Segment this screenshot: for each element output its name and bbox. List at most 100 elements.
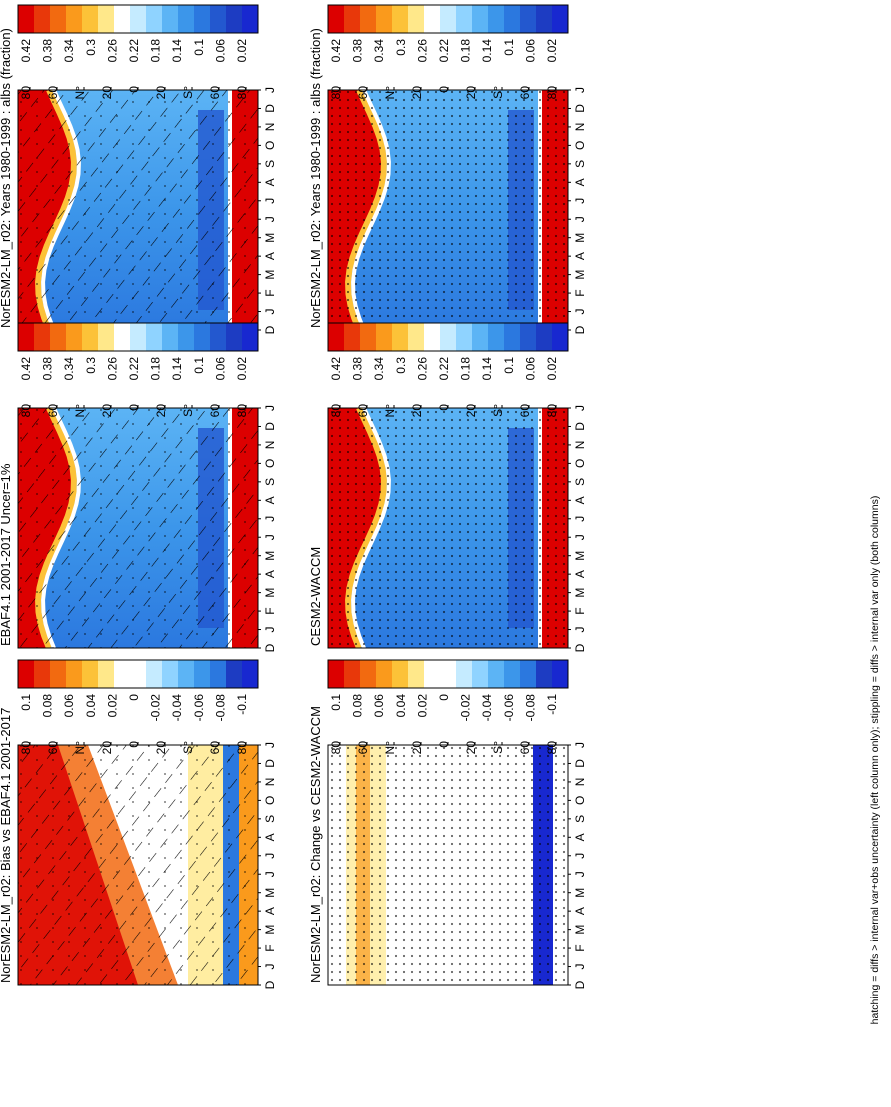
month-tick-label: J — [263, 871, 277, 877]
colorbar-tick-label: 0.34 — [372, 357, 386, 381]
stippling-overlay — [18, 745, 258, 985]
month-tick-label: A — [263, 178, 277, 186]
colorbar-swatch — [50, 5, 67, 33]
month-tick-label: O — [263, 796, 277, 805]
colorbar-swatch — [226, 323, 243, 351]
lat-tick-label: S° — [181, 86, 195, 99]
colorbar-tick-label: 0.02 — [545, 39, 559, 63]
lat-tick-label: 60 — [208, 741, 222, 755]
colorbar-swatch — [226, 660, 243, 688]
lat-tick-label: 60 — [518, 404, 532, 418]
colorbar-swatch — [456, 660, 473, 688]
colorbar-swatch — [66, 323, 83, 351]
colorbar: 0.1 0.08 0.06 0.04 0.02 0 -0.02 -0.04 -0.06 -0.08… — [17, 659, 259, 722]
colorbar-swatch — [472, 323, 489, 351]
colorbar-tick-label: 0.26 — [415, 357, 429, 381]
colorbar-tick-label: 0.22 — [127, 357, 141, 381]
lat-tick-label: 80 — [235, 86, 249, 100]
lat-tick-label: N° — [383, 741, 397, 755]
colorbar-swatch — [376, 5, 393, 33]
colorbar-swatch — [456, 5, 473, 33]
month-tick-label: N — [263, 441, 277, 450]
month-tick-label: J — [263, 309, 277, 315]
month-tick-label: J — [573, 534, 587, 540]
colorbar-swatch — [210, 323, 227, 351]
colorbar-tick-label: 0.26 — [415, 39, 429, 63]
colorbar-swatch — [162, 660, 179, 688]
colorbar-tick-label: 0.1 — [19, 694, 33, 711]
lat-tick-label: 80 — [235, 741, 249, 755]
month-tick-label: D — [573, 104, 587, 113]
colorbar-swatch — [162, 323, 179, 351]
panel-title: CESM2-WACCM — [308, 547, 323, 646]
lat-tick-label: 60 — [208, 86, 222, 100]
colorbar-swatch — [504, 660, 521, 688]
month-tick-label: D — [263, 325, 277, 334]
heatmap-plot: 80 60 N° 20 0 20 S° 60 80 D J F M A M J J A S ON D J — [17, 404, 277, 652]
stippling-overlay — [18, 408, 258, 648]
month-tick-label: M — [263, 925, 277, 935]
colorbar-swatch — [360, 660, 377, 688]
colorbar-swatch — [488, 660, 505, 688]
colorbar-swatch — [98, 323, 115, 351]
colorbar-tick-label: -0.08 — [213, 694, 227, 722]
stippling-overlay — [328, 408, 568, 648]
colorbar-tick-label: 0.34 — [62, 357, 76, 381]
colorbar-tick-label: -0.08 — [523, 694, 537, 722]
heatmap-plot: 80 60 N° 20 0 20 S° 60 80 D J F M A M J J A S ON D J — [327, 86, 587, 334]
lat-tick-label: 60 — [46, 86, 60, 100]
colorbar-swatch — [34, 323, 51, 351]
month-tick-label: D — [573, 759, 587, 768]
month-tick-label: J — [573, 871, 587, 877]
colorbar-swatch — [66, 660, 83, 688]
month-tick-label: F — [263, 607, 277, 614]
lat-tick-label: 80 — [19, 86, 33, 100]
lat-tick-label: 20 — [464, 86, 478, 100]
lat-tick-label: 0 — [127, 404, 141, 411]
lat-tick-label: 20 — [154, 86, 168, 100]
colorbar-swatch — [18, 323, 35, 351]
colorbar-swatch — [392, 323, 409, 351]
colorbar-tick-label: 0.42 — [329, 357, 343, 381]
lat-tick-label: 20 — [410, 741, 424, 755]
colorbar-tick-label: 0.14 — [170, 357, 184, 381]
colorbar-tick-label: 0.02 — [545, 357, 559, 381]
lat-tick-label: 80 — [19, 404, 33, 418]
colorbar: 0.42 0.38 0.34 0.3 0.26 0.22 0.18 0.14 0.1 0.06 0.… — [327, 322, 569, 381]
lat-tick-label: 60 — [46, 741, 60, 755]
stippling-overlay — [328, 745, 568, 985]
lat-tick-label: 80 — [545, 86, 559, 100]
colorbar-swatch — [392, 5, 409, 33]
colorbar-tick-label: 0.06 — [213, 357, 227, 381]
colorbar-swatch — [520, 323, 537, 351]
colorbar-tick-label: 0.1 — [502, 357, 516, 374]
month-tick-label: A — [573, 252, 587, 260]
lat-tick-label: 0 — [437, 404, 451, 411]
lat-tick-label: N° — [73, 404, 87, 418]
lat-tick-label: 60 — [518, 741, 532, 755]
colorbar-tick-label: 0.02 — [105, 694, 119, 718]
month-tick-label: N — [573, 778, 587, 787]
month-tick-label: J — [573, 853, 587, 859]
colorbar-swatch — [440, 660, 457, 688]
month-tick-label: A — [573, 496, 587, 504]
footer-note: hatching = diffs > internal var+obs unce… — [869, 496, 881, 1025]
month-tick-label: A — [263, 833, 277, 841]
colorbar-tick-label: 0.22 — [437, 39, 451, 63]
month-tick-label: M — [263, 270, 277, 280]
heatmap-plot: 80 60 N° 20 0 20 S° 60 80 D J F M A M J J A S ON D J — [327, 741, 587, 989]
colorbar-swatch — [552, 5, 569, 33]
month-tick-label: M — [573, 551, 587, 561]
month-tick-label: J — [573, 216, 587, 222]
colorbar-swatch — [328, 5, 345, 33]
month-tick-label: J — [573, 516, 587, 522]
colorbar-swatch — [146, 660, 163, 688]
colorbar-tick-label: 0.3 — [394, 357, 408, 374]
colorbar-tick-label: 0.34 — [372, 39, 386, 63]
month-tick-label: J — [263, 742, 277, 748]
heatmap-plot: 80 60 N° 20 0 20 S° 60 80 D J F M A M J J A S ON D J — [17, 86, 277, 334]
lat-tick-label: 20 — [154, 741, 168, 755]
month-tick-label: J — [263, 853, 277, 859]
colorbar-swatch — [472, 5, 489, 33]
colorbar-swatch — [408, 323, 425, 351]
